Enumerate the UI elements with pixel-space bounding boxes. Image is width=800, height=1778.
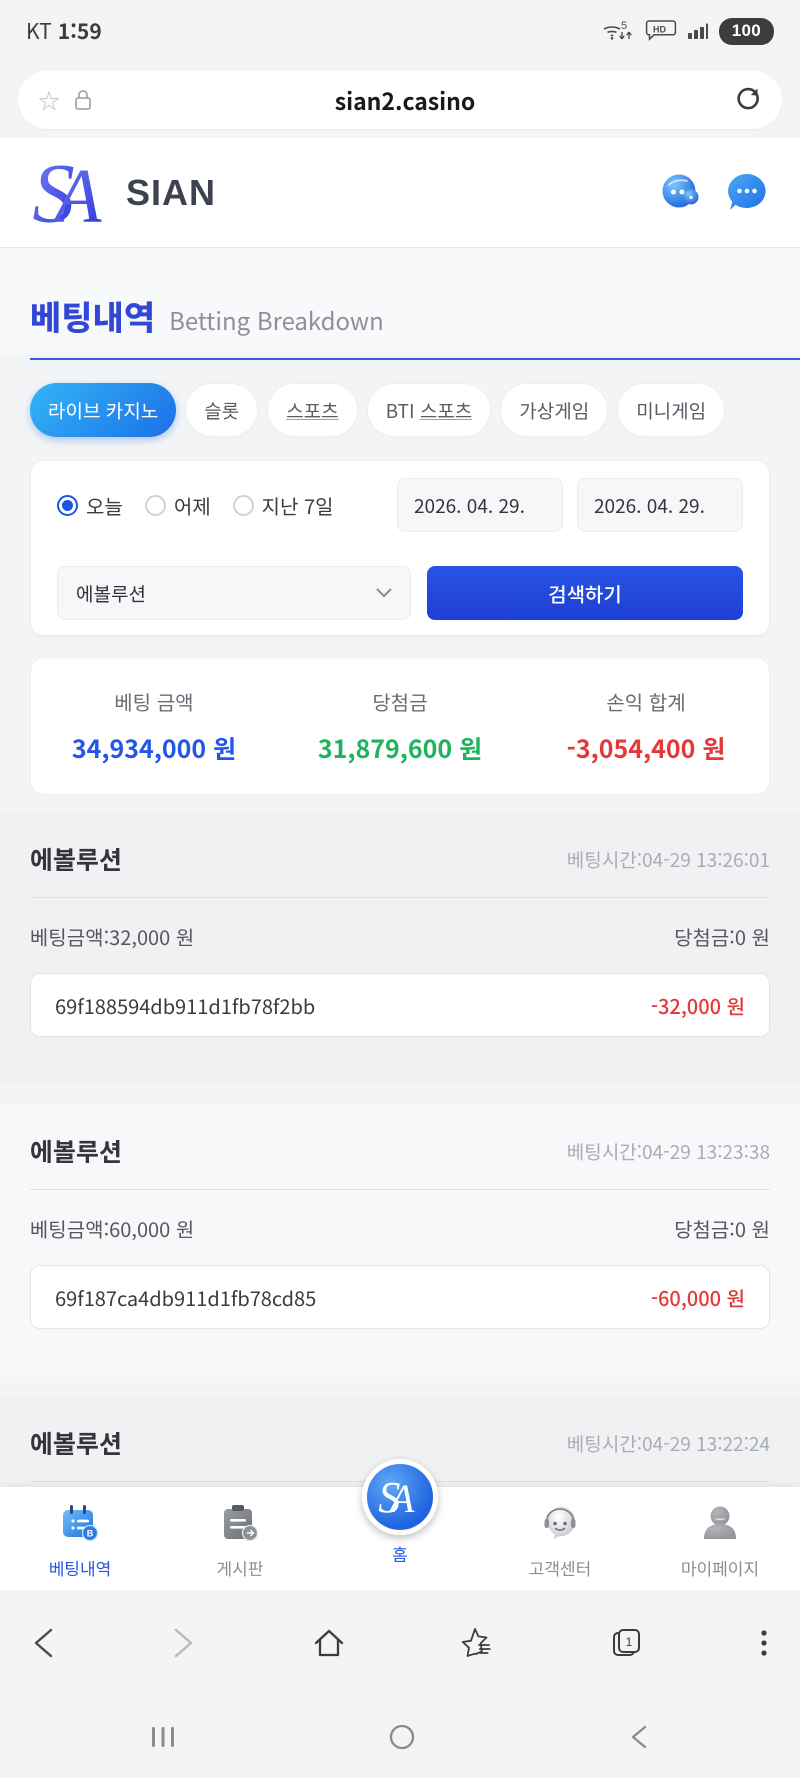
svg-text:A: A <box>49 152 102 237</box>
svg-text:A: A <box>387 1476 415 1520</box>
svg-text:1: 1 <box>626 1635 633 1649</box>
svg-text:5: 5 <box>621 20 627 32</box>
svg-text:HD: HD <box>653 25 666 35</box>
svg-text:B: B <box>87 1529 94 1539</box>
